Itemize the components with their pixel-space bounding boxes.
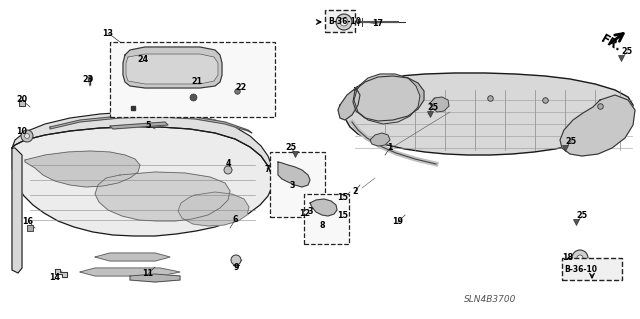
Text: 25: 25 <box>577 211 588 220</box>
Polygon shape <box>354 74 420 124</box>
Polygon shape <box>123 47 222 88</box>
Text: 9: 9 <box>233 263 239 271</box>
Text: 4: 4 <box>225 159 231 167</box>
Text: 14: 14 <box>49 273 61 283</box>
Text: 12: 12 <box>300 209 310 218</box>
FancyBboxPatch shape <box>110 42 275 117</box>
FancyBboxPatch shape <box>304 194 349 244</box>
FancyBboxPatch shape <box>270 152 325 217</box>
Circle shape <box>231 255 241 265</box>
Text: 10: 10 <box>17 127 28 136</box>
Text: 13: 13 <box>102 28 113 38</box>
Polygon shape <box>110 122 168 129</box>
Circle shape <box>340 18 348 26</box>
Polygon shape <box>178 192 249 226</box>
Circle shape <box>21 130 33 142</box>
Text: 15: 15 <box>337 194 349 203</box>
Polygon shape <box>80 268 180 276</box>
Polygon shape <box>353 76 424 121</box>
Polygon shape <box>95 253 170 261</box>
Polygon shape <box>560 95 635 156</box>
Text: 3: 3 <box>307 207 313 217</box>
Polygon shape <box>130 274 180 282</box>
Text: 21: 21 <box>191 77 203 85</box>
Polygon shape <box>25 151 140 187</box>
Text: 15: 15 <box>337 211 349 220</box>
Polygon shape <box>50 115 252 133</box>
Polygon shape <box>55 269 67 277</box>
Text: 25: 25 <box>285 144 296 152</box>
Text: 1: 1 <box>387 144 393 152</box>
Text: 25: 25 <box>428 103 438 113</box>
Text: 5: 5 <box>145 121 151 130</box>
Text: 25: 25 <box>565 137 577 145</box>
FancyBboxPatch shape <box>562 258 622 280</box>
Polygon shape <box>310 199 337 216</box>
Text: 24: 24 <box>138 55 148 63</box>
Text: B-36-10: B-36-10 <box>328 18 361 26</box>
Text: 3: 3 <box>289 182 295 190</box>
Polygon shape <box>370 133 390 146</box>
Circle shape <box>224 166 232 174</box>
Text: 2: 2 <box>352 187 358 196</box>
Text: 6: 6 <box>232 216 237 225</box>
Circle shape <box>24 133 29 138</box>
Polygon shape <box>126 54 218 84</box>
Polygon shape <box>12 148 22 273</box>
Text: FR.: FR. <box>598 32 623 54</box>
Text: 23: 23 <box>83 75 93 84</box>
FancyBboxPatch shape <box>325 10 355 32</box>
Text: 8: 8 <box>319 220 325 229</box>
Polygon shape <box>430 97 449 112</box>
Text: 11: 11 <box>143 270 154 278</box>
Circle shape <box>572 250 588 266</box>
Text: 20: 20 <box>17 95 28 105</box>
Circle shape <box>336 14 352 30</box>
Circle shape <box>577 255 583 261</box>
Text: 17: 17 <box>372 19 383 28</box>
Text: 19: 19 <box>392 218 403 226</box>
Text: 18: 18 <box>563 253 573 262</box>
Polygon shape <box>12 112 272 176</box>
Polygon shape <box>12 127 272 236</box>
Polygon shape <box>345 73 633 155</box>
Text: SLN4B3700: SLN4B3700 <box>464 295 516 305</box>
Polygon shape <box>278 162 310 187</box>
Text: B-36-10: B-36-10 <box>564 265 597 275</box>
Text: 7: 7 <box>264 165 269 174</box>
Polygon shape <box>95 172 230 221</box>
Text: 22: 22 <box>236 84 246 93</box>
Polygon shape <box>338 88 360 120</box>
Text: 25: 25 <box>621 48 632 56</box>
Text: 16: 16 <box>22 217 33 226</box>
